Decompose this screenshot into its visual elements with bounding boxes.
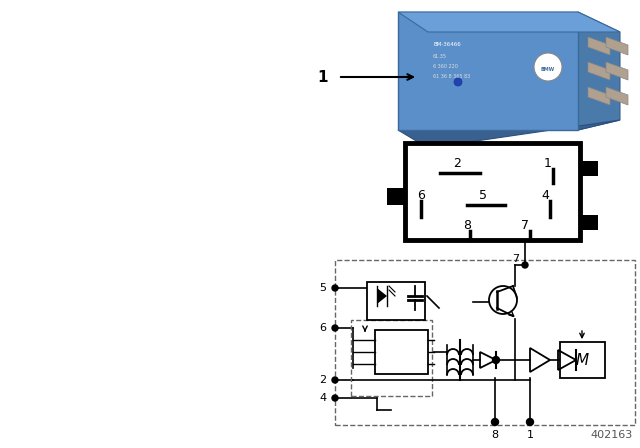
Polygon shape xyxy=(398,120,620,148)
Text: 2: 2 xyxy=(453,156,461,169)
Circle shape xyxy=(332,325,338,331)
Circle shape xyxy=(493,357,499,363)
Text: 1: 1 xyxy=(317,69,328,85)
Text: 6: 6 xyxy=(319,323,326,333)
Circle shape xyxy=(332,395,338,401)
Polygon shape xyxy=(606,37,628,55)
Text: 1: 1 xyxy=(527,430,534,440)
Text: 4: 4 xyxy=(541,189,549,202)
Text: 5: 5 xyxy=(319,283,326,293)
Text: 6 360 220: 6 360 220 xyxy=(433,64,458,69)
Polygon shape xyxy=(398,12,620,32)
Text: 7: 7 xyxy=(521,219,529,232)
Text: BMW: BMW xyxy=(541,66,555,72)
Text: 61.35: 61.35 xyxy=(433,53,447,59)
Polygon shape xyxy=(398,12,578,130)
Bar xyxy=(560,342,605,378)
Text: 7: 7 xyxy=(513,254,520,264)
Polygon shape xyxy=(580,215,598,230)
Circle shape xyxy=(489,286,517,314)
Polygon shape xyxy=(387,188,405,205)
Polygon shape xyxy=(578,12,620,130)
Polygon shape xyxy=(588,62,610,80)
Text: 5: 5 xyxy=(479,189,487,202)
Text: 6: 6 xyxy=(417,189,425,202)
Circle shape xyxy=(492,418,499,426)
Bar xyxy=(375,330,428,374)
Circle shape xyxy=(454,78,462,86)
Text: 402163: 402163 xyxy=(591,430,633,440)
Bar xyxy=(335,260,635,425)
Polygon shape xyxy=(588,37,610,55)
Circle shape xyxy=(332,377,338,383)
Polygon shape xyxy=(606,87,628,105)
Bar xyxy=(405,143,580,240)
Text: 8: 8 xyxy=(463,219,471,232)
Circle shape xyxy=(534,53,562,81)
Text: 61 36 8 365 83: 61 36 8 365 83 xyxy=(433,73,470,78)
Text: BM-36466: BM-36466 xyxy=(433,42,461,47)
Polygon shape xyxy=(606,62,628,80)
Text: 2: 2 xyxy=(319,375,326,385)
Circle shape xyxy=(527,418,534,426)
Text: $\mathit{M}$: $\mathit{M}$ xyxy=(575,352,589,368)
Polygon shape xyxy=(588,87,610,105)
Text: 1: 1 xyxy=(544,156,552,169)
Circle shape xyxy=(522,262,528,268)
Polygon shape xyxy=(580,161,598,176)
Text: 8: 8 xyxy=(492,430,499,440)
Polygon shape xyxy=(377,288,387,304)
Bar xyxy=(351,320,432,396)
Circle shape xyxy=(332,285,338,291)
Bar xyxy=(367,282,425,320)
Text: 4: 4 xyxy=(319,393,326,403)
